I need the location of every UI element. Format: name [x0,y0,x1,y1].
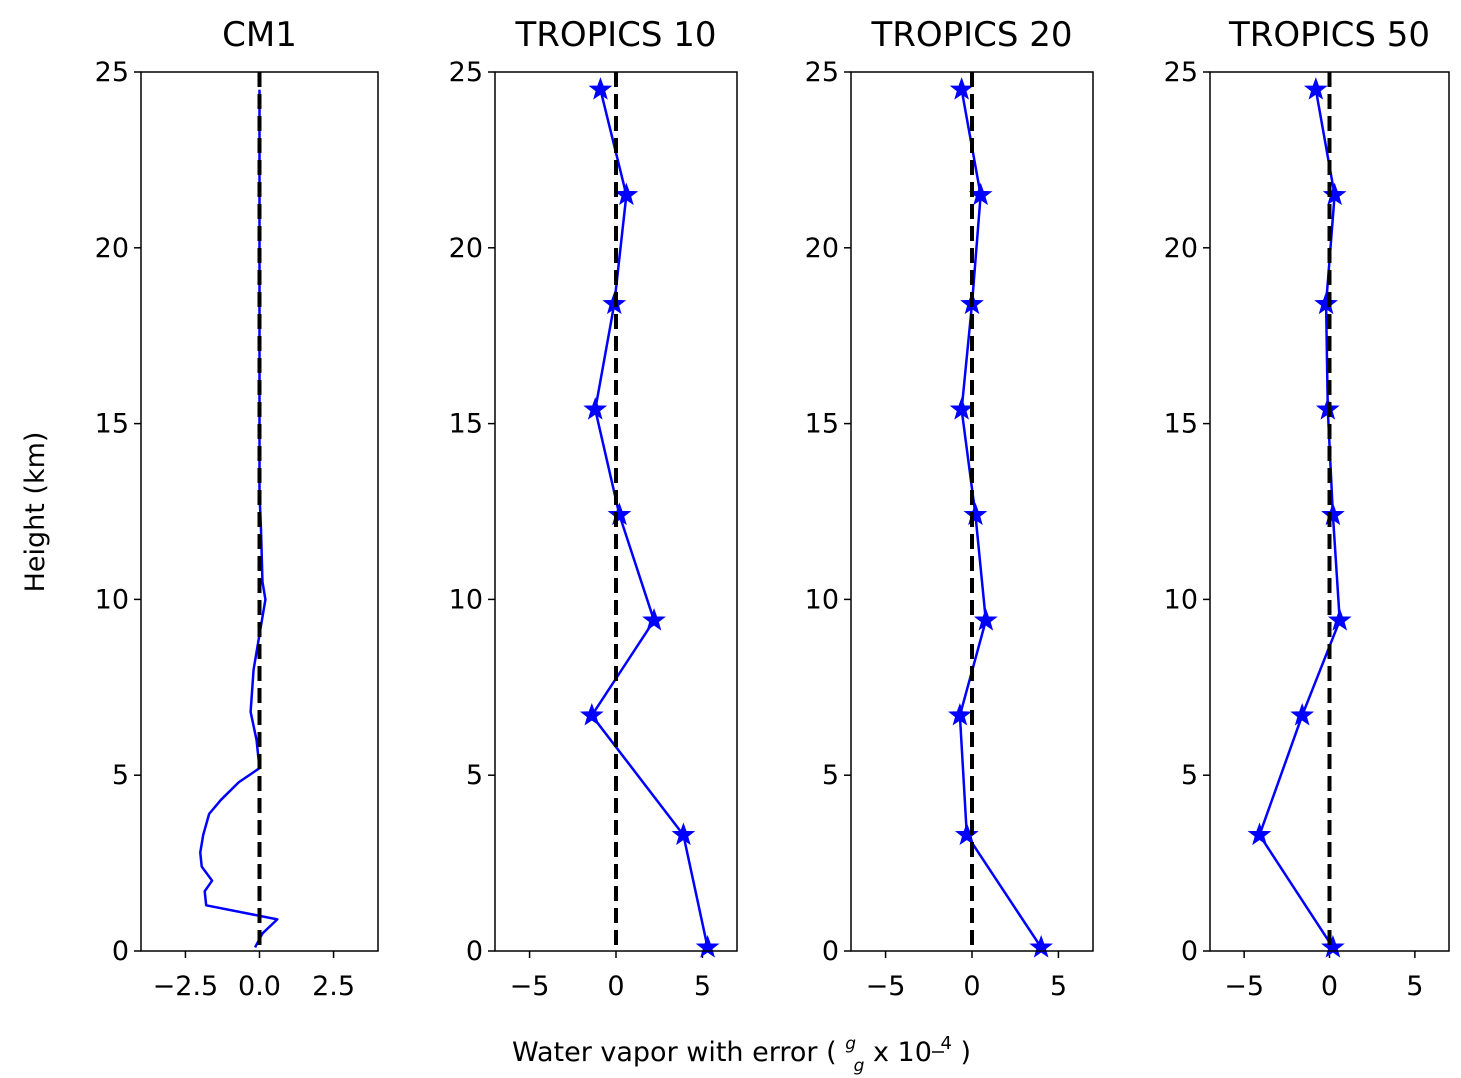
data-point [583,397,608,420]
x-tick-label: 2.5 [312,971,355,1002]
axes-frame [1209,71,1450,952]
data-point [579,702,604,726]
data-point [607,502,632,526]
data-point [588,77,613,100]
y-tick-label: 15 [1164,409,1198,440]
x-tick-label: −5 [866,971,906,1002]
data-point [963,502,988,526]
x-tick-label: 5 [1050,971,1067,1002]
data-point [954,822,979,846]
panel-title: TROPICS 50 [1228,15,1430,55]
data-point [973,608,998,631]
data-point [1321,502,1345,526]
data-point [949,77,974,100]
x-axis-label-exp: 4 [941,1033,952,1054]
y-axis-label: Height (km) [20,432,51,593]
data-point [642,608,666,631]
y-tick-label: 20 [1164,233,1198,264]
panel-title: TROPICS 10 [514,15,716,55]
y-tick-label: 25 [1164,57,1198,88]
x-tick-label: 5 [1406,971,1423,1002]
x-axis-label-frac-num: g [845,1034,856,1054]
axes-frame [494,71,738,952]
data-point [1247,822,1272,846]
data-point [948,702,972,726]
y-tick-label: 5 [822,760,839,791]
y-tick-label: 20 [449,233,483,264]
y-tick-label: 5 [112,760,129,791]
y-tick-label: 10 [805,584,839,615]
y-tick-label: 0 [112,936,129,967]
data-point [1314,291,1338,315]
x-axis-label-times: x 10 [873,1037,932,1068]
panel-title: CM1 [222,15,297,55]
data-point [671,822,696,846]
x-axis-label: Water vapor with error ( g g x 10 4 ) [512,1025,971,1078]
y-tick-label: 0 [822,936,839,967]
y-tick-label: 0 [466,936,483,967]
data-point [614,182,639,206]
y-tick-label: 15 [805,409,839,440]
series-line [199,89,279,949]
panel-4: TROPICS 50 0 5 10 15 20 25 −5 0 5 [1164,15,1450,1002]
x-tick-label: −5 [1224,971,1264,1002]
y-tick-label: 25 [805,57,839,88]
x-axis-label-frac-den: g [854,1056,865,1076]
data-point [949,397,974,420]
data-point [1321,935,1345,958]
panel-1: CM1 0 5 10 15 20 25 −2.5 0.0 2.5 [95,15,379,1002]
data-point [1303,77,1328,100]
series-line [590,89,709,948]
x-axis-label-main: Water vapor with error ( [512,1037,837,1068]
axes-frame [140,71,379,952]
y-tick-label: 15 [449,409,483,440]
panel-title: TROPICS 20 [870,15,1072,55]
y-tick-label: 5 [1181,760,1198,791]
y-tick-label: 10 [449,584,483,615]
panel-3: TROPICS 20 0 5 10 15 20 25 −5 0 5 [805,15,1094,1002]
y-tick-label: 20 [95,233,129,264]
y-tick-label: 5 [466,760,483,791]
x-axis-label-close: ) [961,1037,972,1068]
data-point [1322,182,1347,206]
y-tick-label: 15 [95,409,129,440]
data-point [1290,702,1315,726]
y-tick-label: 10 [95,584,129,615]
x-tick-label: 0 [607,971,624,1002]
y-tick-label: 25 [95,57,129,88]
data-point [1327,608,1352,631]
data-point [695,935,720,958]
x-tick-label: 5 [694,971,711,1002]
y-tick-label: 10 [1164,584,1198,615]
x-tick-label: −5 [510,971,550,1002]
x-tick-label: 0 [1321,971,1338,1002]
y-tick-label: 20 [805,233,839,264]
panels: CM1 0 5 10 15 20 25 −2.5 0.0 2.5 TROPICS 10 0 5 10 15 2… [95,15,1450,1002]
panel-2: TROPICS 10 0 5 10 15 20 25 −5 0 5 [449,15,738,1002]
x-tick-label: 0 [963,971,980,1002]
x-tick-label: 0.0 [238,971,281,1002]
x-tick-label: −2.5 [153,971,219,1002]
data-point [1029,935,1054,958]
axes-frame [850,71,1094,952]
y-tick-label: 25 [449,57,483,88]
y-tick-label: 0 [1181,936,1198,967]
